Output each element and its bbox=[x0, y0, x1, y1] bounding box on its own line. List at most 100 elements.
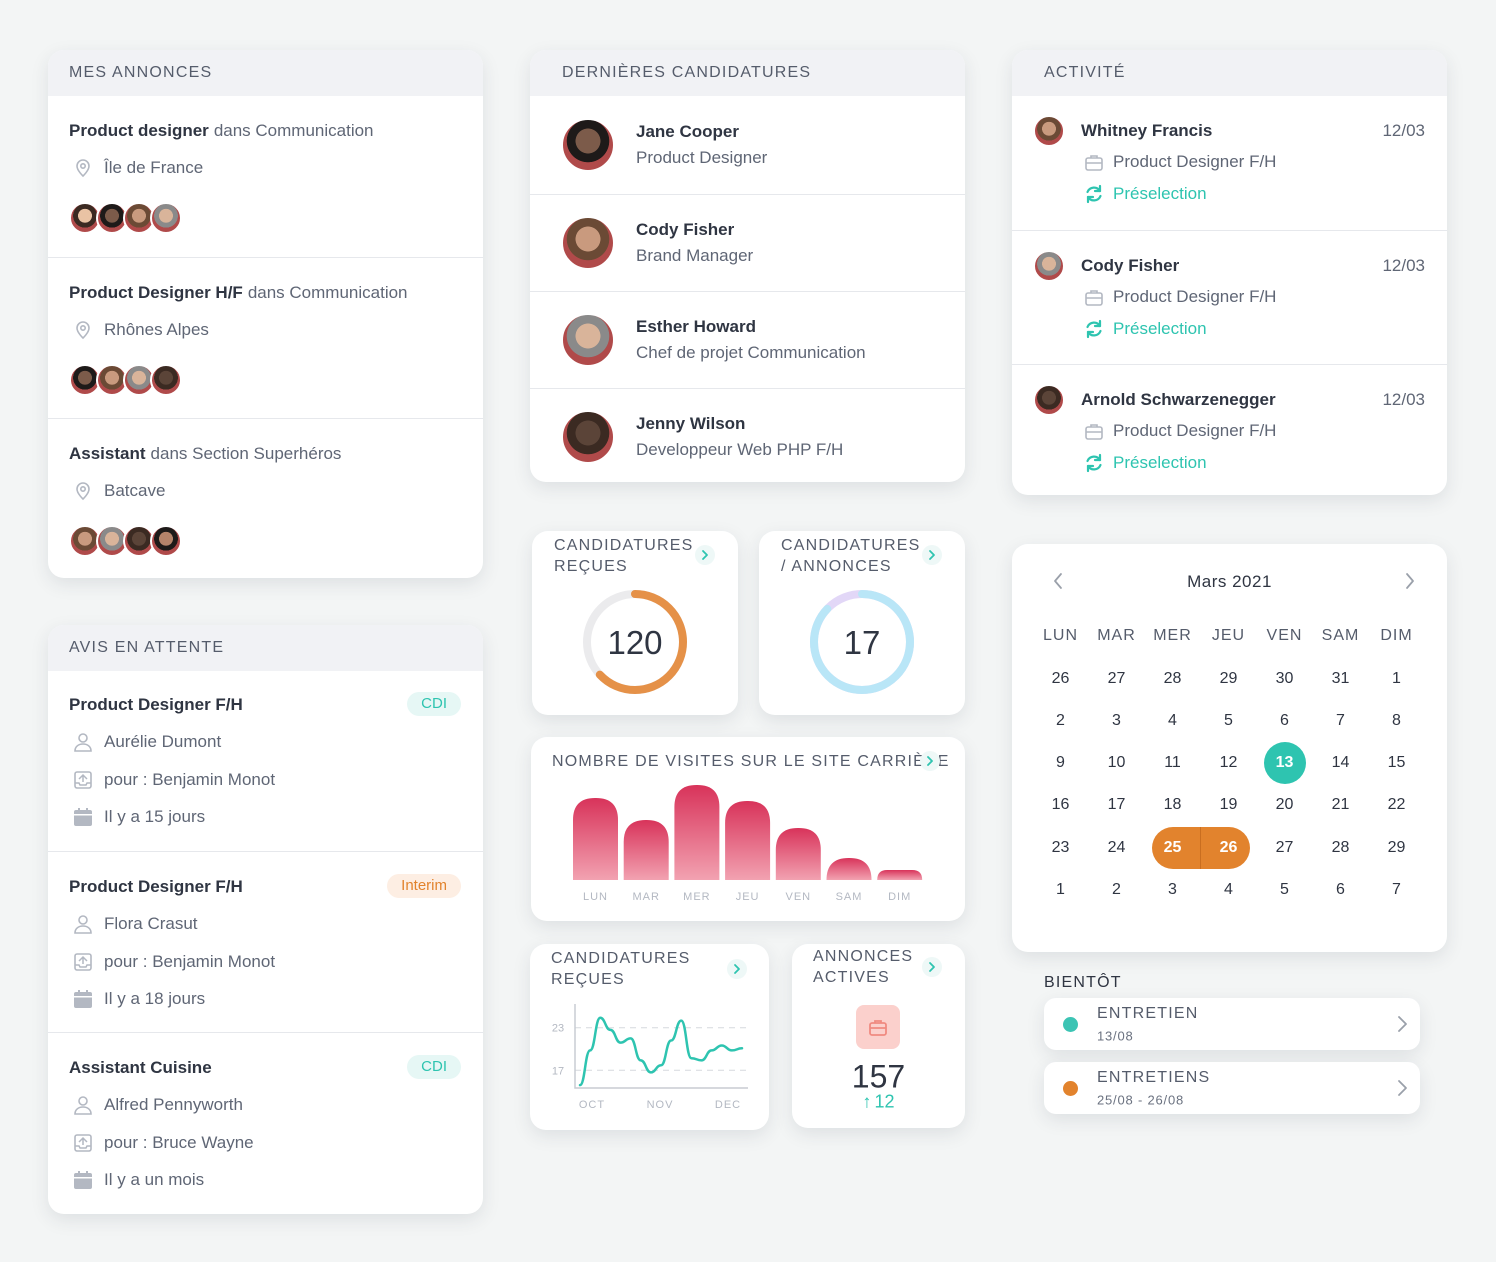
calendar-day[interactable]: 10 bbox=[1107, 754, 1126, 772]
calendar-day[interactable]: 22 bbox=[1387, 796, 1406, 814]
calendar-day[interactable]: 26 bbox=[1051, 669, 1070, 687]
range-marker bbox=[1151, 826, 1201, 869]
calendar-day[interactable]: 17 bbox=[1107, 796, 1126, 814]
candidate-role: Chef de projet Communication bbox=[636, 343, 866, 362]
icon bbox=[76, 159, 90, 178]
icon-part bbox=[1086, 321, 1102, 337]
job-item[interactable]: Product designer dans Communication Île de… bbox=[48, 96, 483, 257]
calendar-day[interactable]: 15 bbox=[1387, 754, 1406, 772]
contract-tag: CDI bbox=[407, 1055, 461, 1079]
calendar-day[interactable]: 24 bbox=[1107, 838, 1126, 856]
candidate-item[interactable]: Esther Howard Chef de projet Communicatio… bbox=[530, 291, 965, 389]
upcoming-label: ENTRETIENS bbox=[1097, 1069, 1211, 1086]
icon-part bbox=[734, 964, 740, 974]
activity-item[interactable]: Cody Fisher 12/03 Product Designer F/H Prés… bbox=[1012, 230, 1447, 365]
calendar-day[interactable]: 19 bbox=[1219, 796, 1238, 814]
calendar-day[interactable]: 31 bbox=[1331, 669, 1350, 687]
job-item[interactable]: Product Designer H/F dans Communication Rh… bbox=[48, 257, 483, 419]
calendar-day[interactable]: 5 bbox=[1280, 881, 1289, 898]
calendar-nav[interactable] bbox=[1047, 570, 1069, 592]
calendar-day[interactable]: 2 bbox=[1112, 881, 1121, 898]
calendar-day[interactable]: 8 bbox=[1392, 711, 1401, 729]
calendar-day[interactable]: 12 bbox=[1219, 754, 1238, 772]
calendar-day[interactable]: 28 bbox=[1163, 669, 1182, 687]
job-item[interactable]: Assistant dans Section Superhéros Batcave bbox=[48, 418, 483, 578]
calendar-day[interactable]: 25 bbox=[1163, 838, 1182, 856]
calendar-day[interactable]: 28 bbox=[1331, 838, 1350, 856]
calendar-day[interactable]: 20 bbox=[1275, 796, 1294, 814]
candidate-name: Jenny Wilson bbox=[636, 414, 746, 433]
calendar-day[interactable]: 30 bbox=[1275, 669, 1294, 687]
calendar-nav[interactable] bbox=[1399, 570, 1421, 592]
review-item[interactable]: Assistant Cuisine CDI Alfred Pennyworth pou… bbox=[48, 1032, 483, 1214]
icon bbox=[929, 962, 935, 972]
calendar-day[interactable]: 6 bbox=[1336, 881, 1345, 898]
candidate-item[interactable]: Jenny Wilson Developpeur Web PHP F/H bbox=[530, 388, 965, 482]
review-person: Alfred Pennyworth bbox=[104, 1095, 243, 1114]
job-location: Rhônes Alpes bbox=[104, 320, 209, 339]
icon-part bbox=[76, 482, 90, 501]
icon bbox=[1398, 1016, 1407, 1032]
calendar-day[interactable]: 27 bbox=[1107, 669, 1126, 687]
chevron-button[interactable] bbox=[922, 545, 942, 565]
candidate-item[interactable]: Jane Cooper Product Designer bbox=[530, 97, 965, 194]
calendar-day[interactable]: 9 bbox=[1056, 754, 1065, 772]
avatar bbox=[150, 202, 182, 234]
calendar-day[interactable]: 21 bbox=[1331, 796, 1350, 814]
calendar-day[interactable]: 23 bbox=[1051, 838, 1070, 856]
calendar-day[interactable]: 29 bbox=[1219, 669, 1238, 687]
x-tick-label: JEU bbox=[736, 891, 760, 903]
calendar-day[interactable]: 1 bbox=[1392, 669, 1401, 687]
calendar-day[interactable]: 1 bbox=[1056, 881, 1065, 898]
calendar-day[interactable]: 3 bbox=[1168, 881, 1177, 898]
donut: 17 bbox=[810, 590, 914, 694]
bar bbox=[623, 820, 669, 880]
icon-part bbox=[74, 771, 92, 789]
icon-part bbox=[1085, 292, 1103, 306]
icon bbox=[869, 1020, 887, 1036]
calendar-day[interactable]: 13 bbox=[1275, 754, 1294, 772]
calendar-day[interactable]: 11 bbox=[1164, 754, 1181, 772]
calendar-day[interactable]: 16 bbox=[1051, 796, 1070, 814]
upcoming-item[interactable]: ENTRETIENS 25/08 - 26/08 bbox=[1044, 1062, 1420, 1114]
upcoming-item[interactable]: ENTRETIEN 13/08 bbox=[1044, 998, 1420, 1050]
arrow-up: ↑ bbox=[862, 1091, 872, 1112]
calendar-day[interactable]: 7 bbox=[1392, 881, 1401, 898]
calendar-day[interactable]: 4 bbox=[1224, 881, 1233, 898]
calendar-day[interactable]: 18 bbox=[1163, 796, 1182, 814]
review-when: Il y a 18 jours bbox=[104, 989, 206, 1008]
icon-part bbox=[75, 773, 91, 786]
status-dot bbox=[1063, 1017, 1078, 1032]
activity-item[interactable]: Arnold Schwarzenegger 12/03 Product Design… bbox=[1012, 364, 1447, 495]
kpi-title: CANDIDATURES REÇUES bbox=[554, 537, 694, 575]
chevron-button[interactable] bbox=[922, 957, 942, 977]
calendar-day[interactable]: 14 bbox=[1331, 754, 1350, 772]
icon-part bbox=[86, 990, 88, 994]
calendar-day[interactable]: 7 bbox=[1336, 711, 1345, 729]
activity-item[interactable]: Whitney Francis 12/03 Product Designer F/H… bbox=[1012, 96, 1447, 230]
review-person: Flora Crasut bbox=[104, 914, 198, 933]
chevron-button[interactable] bbox=[727, 959, 747, 979]
review-item[interactable]: Product Designer F/H Interim Flora Crasut p… bbox=[48, 851, 483, 1033]
calendar-day[interactable]: 6 bbox=[1280, 711, 1289, 729]
candidate-item[interactable]: Cody Fisher Brand Manager bbox=[530, 194, 965, 292]
calendar-day[interactable]: 27 bbox=[1275, 838, 1294, 856]
kpi-title: CANDIDATURES / ANNONCES bbox=[781, 537, 921, 575]
calendar-day[interactable]: 29 bbox=[1387, 838, 1406, 856]
chart-title: CANDIDATURES REÇUES bbox=[551, 950, 691, 988]
icon-part bbox=[1054, 573, 1062, 589]
review-pour: pour : Bruce Wayne bbox=[104, 1133, 254, 1152]
calendar-day[interactable]: 26 bbox=[1219, 838, 1238, 856]
review-item[interactable]: Product Designer F/H CDI Aurélie Dumont pou… bbox=[48, 670, 483, 851]
chevron-button[interactable] bbox=[920, 751, 940, 771]
icon-part bbox=[1086, 184, 1102, 204]
calendar-day[interactable]: 4 bbox=[1168, 711, 1177, 729]
icon-part bbox=[1086, 290, 1102, 299]
job-title: Product Designer H/F bbox=[69, 283, 243, 302]
calendar-day[interactable]: 2 bbox=[1056, 711, 1065, 729]
calendar-day[interactable]: 3 bbox=[1112, 711, 1121, 729]
chart-card: NOMBRE DE VISITES SUR LE SITE CARRIÈRE LU… bbox=[531, 737, 965, 921]
x-tick-label: SAM bbox=[836, 891, 863, 903]
calendar-day[interactable]: 5 bbox=[1224, 711, 1233, 729]
chevron-button[interactable] bbox=[695, 545, 715, 565]
